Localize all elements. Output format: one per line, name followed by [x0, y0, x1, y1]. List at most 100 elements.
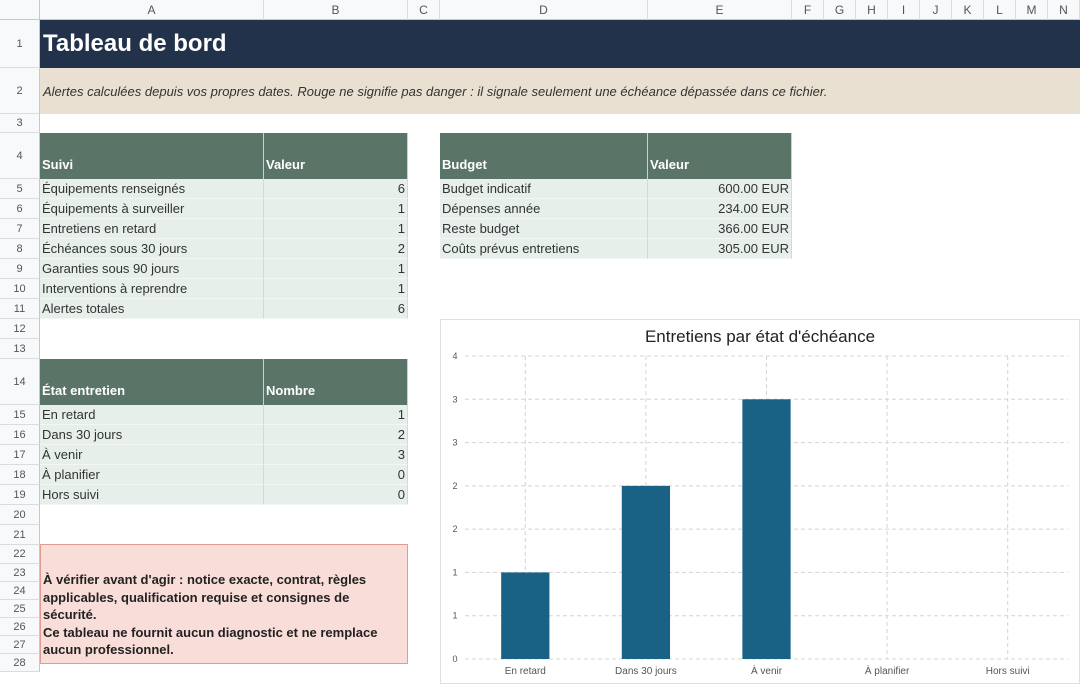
suivi-header-label[interactable]: Suivi	[40, 133, 264, 179]
x-tick-label: En retard	[505, 666, 546, 677]
column-header-B[interactable]: B	[264, 0, 408, 20]
budget-row-value[interactable]: 234.00 EUR	[648, 199, 792, 219]
etat-header-value[interactable]: Nombre	[264, 359, 408, 405]
row-header-27[interactable]: 27	[0, 636, 40, 654]
budget-row-label[interactable]: Budget indicatif	[440, 179, 648, 199]
budget-row-label[interactable]: Reste budget	[440, 219, 648, 239]
suivi-row-label[interactable]: Entretiens en retard	[40, 219, 264, 239]
row-header-7[interactable]: 7	[0, 219, 40, 239]
row-header-11[interactable]: 11	[0, 299, 40, 319]
row-header-4[interactable]: 4	[0, 133, 40, 179]
y-tick-label: 2	[452, 524, 457, 534]
budget-row-value[interactable]: 600.00 EUR	[648, 179, 792, 199]
row-header-19[interactable]: 19	[0, 485, 40, 505]
row-header-1[interactable]: 1	[0, 20, 40, 68]
x-tick-label: À planifier	[865, 664, 910, 677]
select-all-corner[interactable]	[0, 0, 40, 20]
y-tick-label: 3	[452, 438, 457, 448]
suivi-row-label[interactable]: Interventions à reprendre	[40, 279, 264, 299]
y-axis-ticks: 0 1 1 2 2 3 3 4	[452, 351, 457, 664]
suivi-row-value[interactable]: 6	[264, 179, 408, 199]
etat-row-label[interactable]: Hors suivi	[40, 485, 264, 505]
bar-0[interactable]	[501, 572, 550, 659]
column-header-C[interactable]: C	[408, 0, 440, 20]
chart-canvas: Entretiens par état d'échéance 01122334 …	[452, 327, 1068, 677]
row-header-2[interactable]: 2	[0, 68, 40, 114]
suivi-row-label[interactable]: Équipements renseignés	[40, 179, 264, 199]
etat-row-value[interactable]: 2	[264, 425, 408, 445]
row-header-10[interactable]: 10	[0, 279, 40, 299]
budget-row-value[interactable]: 366.00 EUR	[648, 219, 792, 239]
etat-row-value[interactable]: 1	[264, 405, 408, 425]
row-header-6[interactable]: 6	[0, 199, 40, 219]
suivi-header-value[interactable]: Valeur	[264, 133, 408, 179]
bar-2[interactable]	[742, 399, 791, 659]
column-header-I[interactable]: I	[888, 0, 920, 20]
dashboard-title[interactable]: Tableau de bord	[40, 20, 1080, 68]
column-header-L[interactable]: L	[984, 0, 1016, 20]
chart-bars	[501, 399, 791, 659]
suivi-row-value[interactable]: 1	[264, 259, 408, 279]
column-header-D[interactable]: D	[440, 0, 648, 20]
column-header-G[interactable]: G	[824, 0, 856, 20]
suivi-row-value[interactable]: 6	[264, 299, 408, 319]
row-header-24[interactable]: 24	[0, 582, 40, 600]
row-header-17[interactable]: 17	[0, 445, 40, 465]
row-header-9[interactable]: 9	[0, 259, 40, 279]
etat-row-label[interactable]: Dans 30 jours	[40, 425, 264, 445]
row-header-8[interactable]: 8	[0, 239, 40, 259]
row-header-13[interactable]: 13	[0, 339, 40, 359]
row-header-15[interactable]: 15	[0, 405, 40, 425]
y-tick-label: 1	[452, 567, 457, 577]
x-axis-ticks: En retard Dans 30 jours À venir À planifier…	[505, 664, 1030, 677]
etat-row-value[interactable]: 0	[264, 465, 408, 485]
suivi-row-label[interactable]: Garanties sous 90 jours	[40, 259, 264, 279]
row-header-21[interactable]: 21	[0, 525, 40, 545]
budget-row-value[interactable]: 305.00 EUR	[648, 239, 792, 259]
etat-header-label[interactable]: État entretien	[40, 359, 264, 405]
suivi-row-value[interactable]: 2	[264, 239, 408, 259]
alert-notice[interactable]: Alertes calculées depuis vos propres dat…	[40, 68, 1080, 114]
budget-row-label[interactable]: Coûts prévus entretiens	[440, 239, 648, 259]
row-header-16[interactable]: 16	[0, 425, 40, 445]
row-header-25[interactable]: 25	[0, 600, 40, 618]
column-header-A[interactable]: A	[40, 0, 264, 20]
row-header-23[interactable]: 23	[0, 564, 40, 582]
budget-header-label[interactable]: Budget	[440, 133, 648, 179]
column-header-E[interactable]: E	[648, 0, 792, 20]
warning-line: aucun professionnel.	[43, 642, 174, 657]
row-header-3[interactable]: 3	[0, 114, 40, 133]
etat-row-label[interactable]: À venir	[40, 445, 264, 465]
budget-row-label[interactable]: Dépenses année	[440, 199, 648, 219]
etat-row-label[interactable]: En retard	[40, 405, 264, 425]
row-header-26[interactable]: 26	[0, 618, 40, 636]
etat-row-label[interactable]: À planifier	[40, 465, 264, 485]
column-header-M[interactable]: M	[1016, 0, 1048, 20]
row-header-20[interactable]: 20	[0, 505, 40, 525]
warning-line: applicables, qualification requise et co…	[43, 589, 350, 623]
suivi-row-value[interactable]: 1	[264, 279, 408, 299]
row-header-12[interactable]: 12	[0, 319, 40, 339]
column-header-K[interactable]: K	[952, 0, 984, 20]
row-header-28[interactable]: 28	[0, 654, 40, 672]
etat-row-value[interactable]: 3	[264, 445, 408, 465]
row-header-18[interactable]: 18	[0, 465, 40, 485]
suivi-row-label[interactable]: Équipements à surveiller	[40, 199, 264, 219]
suivi-row-value[interactable]: 1	[264, 199, 408, 219]
column-header-H[interactable]: H	[856, 0, 888, 20]
bar-1[interactable]	[621, 485, 671, 659]
column-header-J[interactable]: J	[920, 0, 952, 20]
suivi-row-label[interactable]: Échéances sous 30 jours	[40, 239, 264, 259]
column-header-N[interactable]: N	[1048, 0, 1080, 20]
etat-row-value[interactable]: 0	[264, 485, 408, 505]
column-header-F[interactable]: F	[792, 0, 824, 20]
suivi-row-value[interactable]: 1	[264, 219, 408, 239]
row-header-5[interactable]: 5	[0, 179, 40, 199]
budget-header-value[interactable]: Valeur	[648, 133, 792, 179]
x-tick-label: Hors suivi	[986, 666, 1030, 677]
row-header-22[interactable]: 22	[0, 545, 40, 564]
suivi-row-label[interactable]: Alertes totales	[40, 299, 264, 319]
safety-warning-box[interactable]: À vérifier avant d'agir : notice exacte,…	[40, 544, 408, 664]
row-header-14[interactable]: 14	[0, 359, 40, 405]
